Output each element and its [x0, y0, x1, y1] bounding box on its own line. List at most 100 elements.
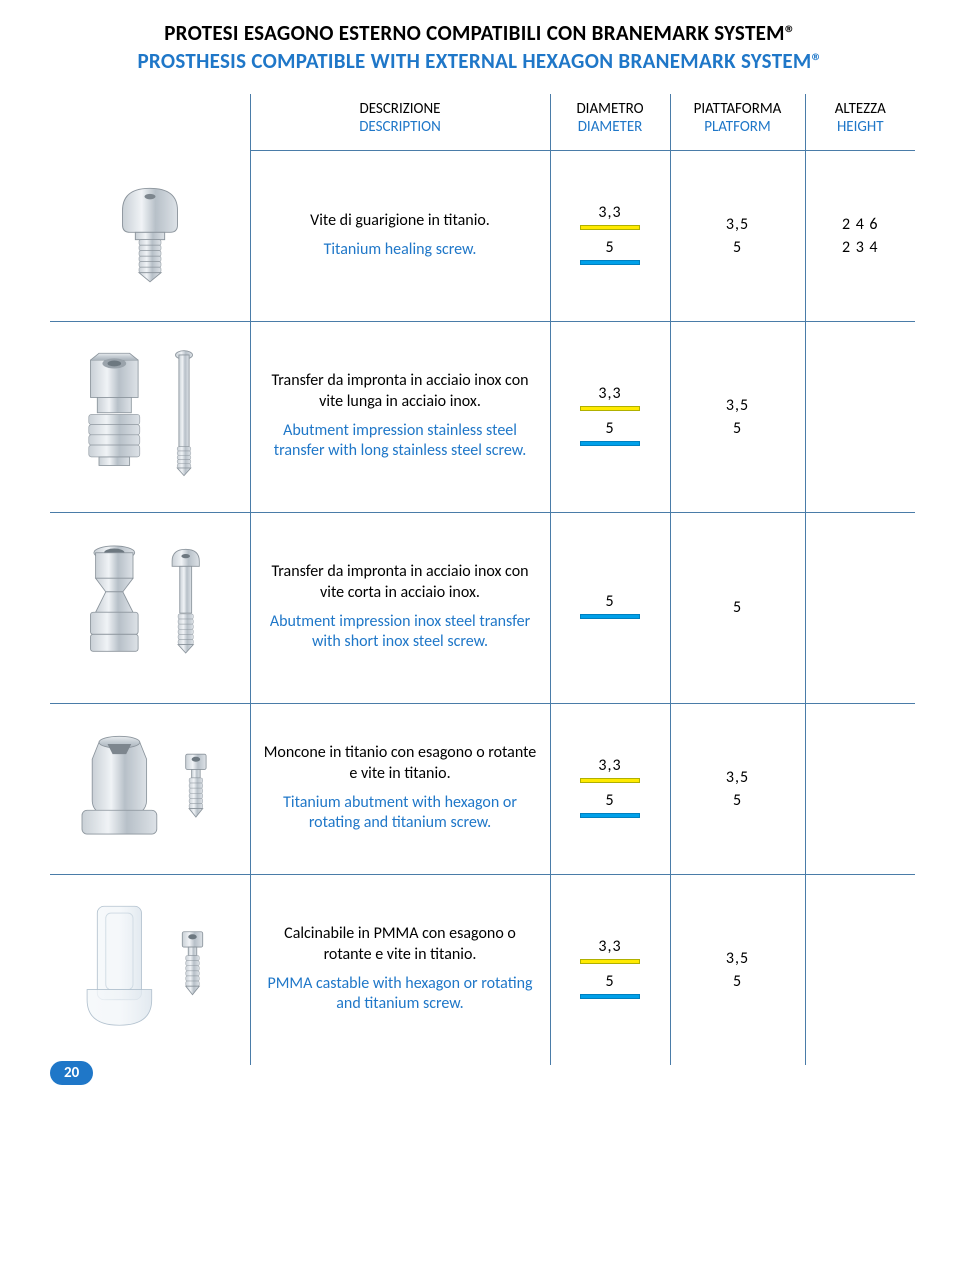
value-block: 3,3: [559, 756, 662, 783]
value-text: 2 3 4: [814, 238, 908, 257]
value-block: 3,3: [559, 203, 662, 230]
desc-it: Moncone in titanio con esagono o rotante…: [259, 743, 542, 785]
hdr-image: [50, 94, 250, 151]
description-cell: Vite di guarigione in titanio. Titanium …: [250, 151, 550, 322]
catalog-table: DESCRIZIONE DESCRIPTION DIAMETRO DIAMETE…: [50, 94, 915, 1065]
description-cell: Transfer da impronta in acciaio inox con…: [250, 321, 550, 512]
product-image-cell: [50, 512, 250, 703]
value-text: 5: [679, 419, 797, 438]
height-cell: [805, 874, 915, 1065]
desc-en: Abutment impression stainless steel tran…: [259, 421, 542, 463]
value-block: 5: [679, 598, 797, 617]
desc-en: PMMA castable with hexagon or rotating a…: [259, 974, 542, 1016]
value-block: 5: [679, 238, 797, 257]
page-title-block: PROTESI ESAGONO ESTERNO COMPATIBILI CON …: [50, 20, 910, 74]
description-cell: Moncone in titanio con esagono o rotante…: [250, 703, 550, 874]
value-block: 3,5: [679, 949, 797, 968]
page-title-en: PROSTHESIS COMPATIBLE WITH EXTERNAL HEXA…: [50, 48, 910, 74]
transfer-short-icon: [65, 533, 235, 683]
value-block: 5: [679, 972, 797, 991]
value-text: 5: [559, 238, 662, 257]
height-cell: 2 4 6 2 3 4: [805, 151, 915, 322]
value-block: 5: [679, 791, 797, 810]
value-block: 5: [559, 592, 662, 619]
table-row: Vite di guarigione in titanio. Titanium …: [50, 151, 915, 322]
value-block: 3,5: [679, 215, 797, 234]
table-row: Transfer da impronta in acciaio inox con…: [50, 321, 915, 512]
hdr-height: ALTEZZA HEIGHT: [805, 94, 915, 151]
height-cell: [805, 512, 915, 703]
catalog-header: DESCRIZIONE DESCRIPTION DIAMETRO DIAMETE…: [50, 94, 915, 151]
value-block: 3,5: [679, 396, 797, 415]
page-number-badge: 20: [50, 1061, 93, 1085]
desc-it: Vite di guarigione in titanio.: [259, 211, 542, 232]
swatch-blue-icon: [580, 813, 640, 818]
swatch-yellow-icon: [580, 778, 640, 783]
desc-en: Abutment impression inox steel transfer …: [259, 612, 542, 654]
value-text: 5: [679, 972, 797, 991]
value-block: 3,3: [559, 937, 662, 964]
value-block: 5: [679, 419, 797, 438]
value-text: 5: [559, 419, 662, 438]
pmma-castable-icon: [65, 895, 235, 1045]
diameter-cell: 3,3 5: [550, 703, 670, 874]
value-block: 5: [559, 238, 662, 265]
height-cell: [805, 321, 915, 512]
swatch-blue-icon: [580, 260, 640, 265]
platform-cell: 3,5 5: [670, 703, 805, 874]
value-block: 5: [559, 791, 662, 818]
height-cell: [805, 703, 915, 874]
platform-cell: 3,5 5: [670, 874, 805, 1065]
value-text: 3,3: [559, 937, 662, 956]
description-cell: Calcinabile in PMMA con esagono o rotant…: [250, 874, 550, 1065]
value-text: 3,5: [679, 949, 797, 968]
hdr-diameter: DIAMETRO DIAMETER: [550, 94, 670, 151]
value-text: 5: [559, 791, 662, 810]
table-row: Calcinabile in PMMA con esagono o rotant…: [50, 874, 915, 1065]
value-block: 3,3: [559, 384, 662, 411]
value-text: 3,5: [679, 396, 797, 415]
abutment-hex-icon: [65, 724, 235, 854]
value-text: 5: [679, 791, 797, 810]
desc-it: Calcinabile in PMMA con esagono o rotant…: [259, 924, 542, 966]
product-image-cell: [50, 321, 250, 512]
diameter-cell: 3,3 5: [550, 321, 670, 512]
transfer-long-icon: [65, 342, 235, 492]
desc-en: Titanium healing screw.: [259, 240, 542, 261]
product-image-cell: [50, 874, 250, 1065]
value-text: 3,3: [559, 384, 662, 403]
value-block: 3,5: [679, 768, 797, 787]
description-cell: Transfer da impronta in acciaio inox con…: [250, 512, 550, 703]
swatch-blue-icon: [580, 994, 640, 999]
table-row: Moncone in titanio con esagono o rotante…: [50, 703, 915, 874]
desc-it: Transfer da impronta in acciaio inox con…: [259, 371, 542, 413]
swatch-yellow-icon: [580, 959, 640, 964]
platform-cell: 3,5 5: [670, 321, 805, 512]
swatch-yellow-icon: [580, 225, 640, 230]
catalog-page: PROTESI ESAGONO ESTERNO COMPATIBILI CON …: [0, 0, 960, 1095]
value-block: 2 3 4: [814, 238, 908, 257]
value-text: 2 4 6: [814, 215, 908, 234]
healing-screw-icon: [95, 171, 205, 301]
value-text: 3,3: [559, 203, 662, 222]
value-text: 5: [559, 592, 662, 611]
platform-cell: 3,5 5: [670, 151, 805, 322]
diameter-cell: 3,3 5: [550, 874, 670, 1065]
product-image-cell: [50, 703, 250, 874]
desc-en: Titanium abutment with hexagon or rotati…: [259, 793, 542, 835]
value-block: 5: [559, 972, 662, 999]
value-text: 3,5: [679, 215, 797, 234]
swatch-yellow-icon: [580, 406, 640, 411]
product-image-cell: [50, 151, 250, 322]
swatch-blue-icon: [580, 614, 640, 619]
value-text: 5: [679, 238, 797, 257]
table-row: Transfer da impronta in acciaio inox con…: [50, 512, 915, 703]
diameter-cell: 3,3 5: [550, 151, 670, 322]
value-text: 3,5: [679, 768, 797, 787]
hdr-platform: PIATTAFORMA PLATFORM: [670, 94, 805, 151]
platform-cell: 5: [670, 512, 805, 703]
value-text: 5: [679, 598, 797, 617]
value-text: 3,3: [559, 756, 662, 775]
hdr-description: DESCRIZIONE DESCRIPTION: [250, 94, 550, 151]
diameter-cell: 5: [550, 512, 670, 703]
